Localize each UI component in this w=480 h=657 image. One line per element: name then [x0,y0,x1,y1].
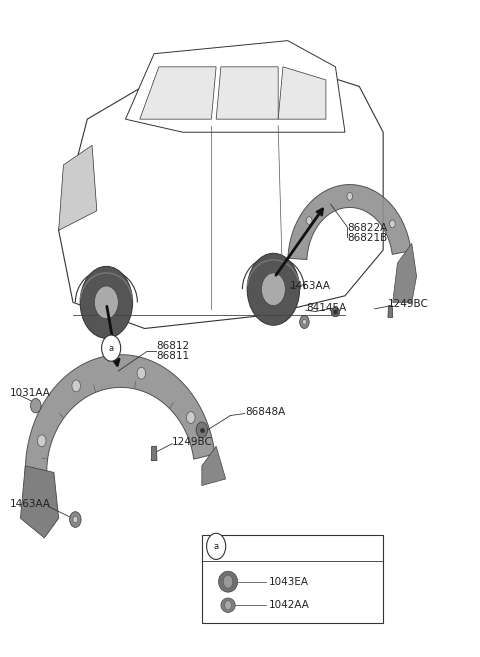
Circle shape [80,266,132,338]
Circle shape [247,253,300,325]
Circle shape [95,286,118,319]
Text: 86848A: 86848A [245,407,285,417]
Text: 1249BC: 1249BC [172,437,213,447]
Polygon shape [393,244,417,302]
Circle shape [72,380,81,392]
Circle shape [70,512,81,528]
Circle shape [390,220,396,228]
Text: 86812: 86812 [156,341,190,351]
Ellipse shape [218,571,238,592]
Polygon shape [388,306,393,317]
Text: 86821B: 86821B [348,233,388,243]
FancyBboxPatch shape [202,535,383,623]
Polygon shape [59,145,97,231]
Text: 86811: 86811 [156,351,190,361]
Text: a: a [214,542,219,551]
Text: 84145A: 84145A [306,304,346,313]
Polygon shape [25,355,215,472]
Polygon shape [278,67,326,119]
Polygon shape [216,67,278,119]
Circle shape [102,335,120,361]
Circle shape [73,516,78,523]
Polygon shape [202,446,226,486]
Circle shape [306,217,312,225]
Circle shape [262,273,285,306]
Text: 1463AA: 1463AA [290,281,331,291]
Circle shape [137,367,145,379]
Text: 1463AA: 1463AA [10,499,51,509]
Ellipse shape [221,598,235,612]
Ellipse shape [331,307,340,317]
Circle shape [223,575,233,588]
Circle shape [187,412,195,423]
Circle shape [302,319,306,325]
Text: 1042AA: 1042AA [269,600,310,610]
Polygon shape [59,67,383,328]
Text: 1031AA: 1031AA [10,388,51,397]
Text: 1249BC: 1249BC [388,300,429,309]
Text: a: a [108,344,114,353]
Circle shape [31,399,41,413]
Polygon shape [151,446,157,461]
Polygon shape [21,466,59,538]
Polygon shape [288,185,411,260]
Circle shape [196,422,207,438]
Text: 1043EA: 1043EA [269,577,309,587]
Polygon shape [140,67,216,119]
Polygon shape [125,41,345,132]
Text: 86822A: 86822A [348,223,388,233]
Circle shape [206,533,226,560]
Circle shape [225,600,231,610]
Circle shape [37,435,46,447]
Circle shape [300,315,309,328]
Circle shape [347,193,353,200]
